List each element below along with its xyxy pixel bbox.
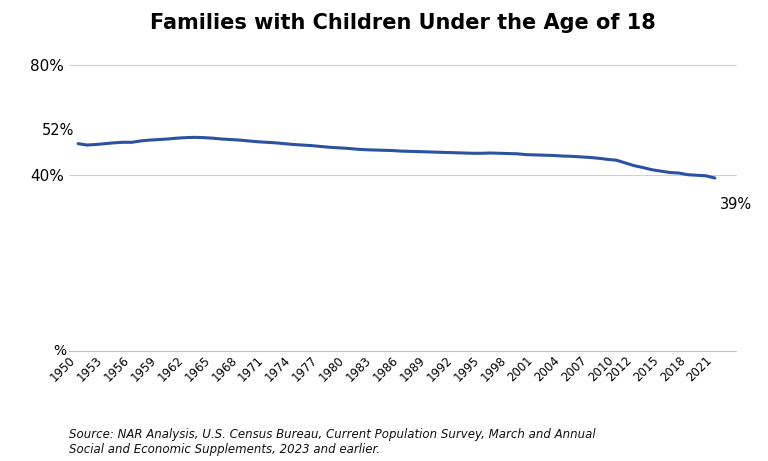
Text: 2018: 2018 <box>657 354 688 384</box>
Text: %: % <box>53 344 66 358</box>
Text: 1968: 1968 <box>209 354 240 384</box>
Text: 2010: 2010 <box>586 354 616 384</box>
Text: 1995: 1995 <box>452 354 482 384</box>
Text: 1965: 1965 <box>182 354 213 384</box>
Text: 1977: 1977 <box>290 354 320 384</box>
Text: 1953: 1953 <box>74 354 105 384</box>
Text: 1971: 1971 <box>236 354 266 384</box>
Text: 1950: 1950 <box>48 354 78 384</box>
Text: 1959: 1959 <box>128 354 159 384</box>
Title: Families with Children Under the Age of 18: Families with Children Under the Age of … <box>151 13 656 34</box>
Text: 1992: 1992 <box>425 354 455 384</box>
Text: 2007: 2007 <box>559 354 589 384</box>
Text: 1956: 1956 <box>101 354 132 384</box>
Text: 1980: 1980 <box>317 354 347 384</box>
Text: 2015: 2015 <box>631 354 661 384</box>
Text: 2021: 2021 <box>684 354 715 384</box>
Text: 1989: 1989 <box>398 354 428 384</box>
Text: Source: NAR Analysis, U.S. Census Bureau, Current Population Survey, March and A: Source: NAR Analysis, U.S. Census Bureau… <box>69 428 596 456</box>
Text: 1962: 1962 <box>155 354 186 384</box>
Text: 2004: 2004 <box>532 354 562 384</box>
Text: 1974: 1974 <box>263 354 293 384</box>
Text: 2012: 2012 <box>604 354 634 384</box>
Text: 39%: 39% <box>720 197 753 213</box>
Text: 1986: 1986 <box>371 354 401 384</box>
Text: 1983: 1983 <box>344 354 374 384</box>
Text: 1998: 1998 <box>478 354 508 384</box>
Text: 2001: 2001 <box>505 354 535 384</box>
Text: 52%: 52% <box>41 123 74 138</box>
